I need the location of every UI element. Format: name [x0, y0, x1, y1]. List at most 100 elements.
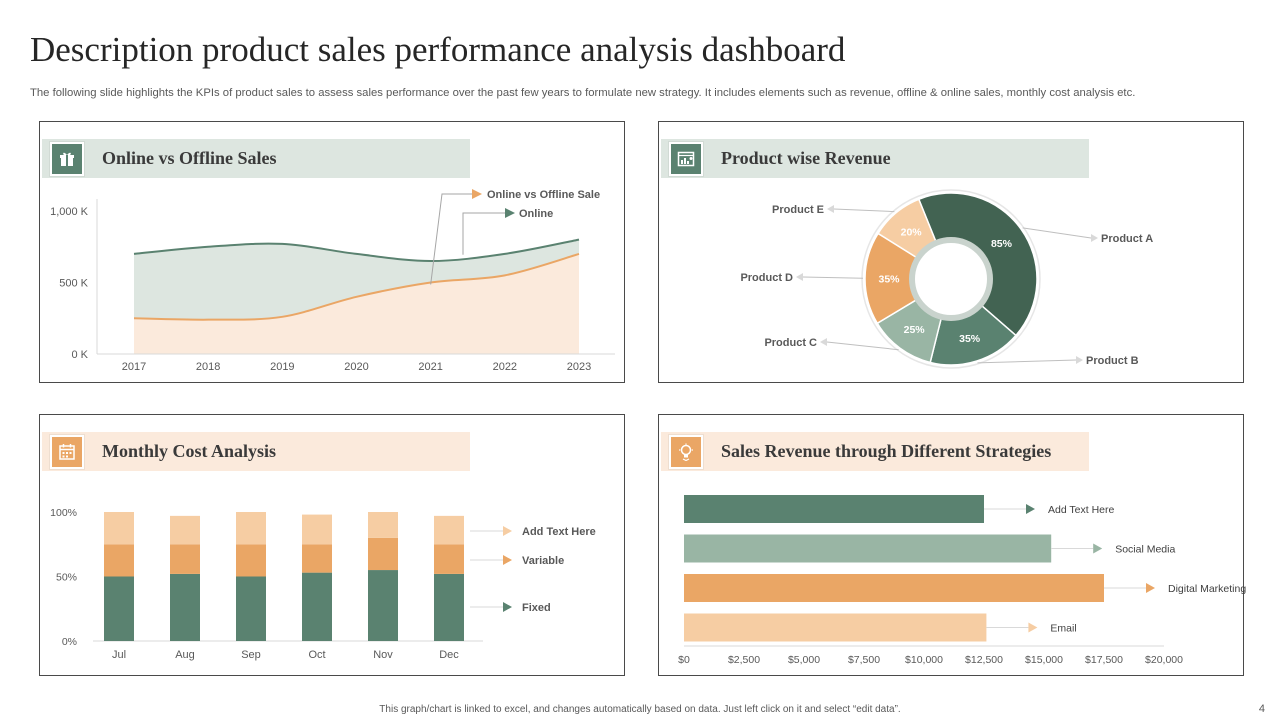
donut-callout-arrow [820, 338, 827, 346]
hbar-category-label: Email [1050, 623, 1076, 635]
online-legend-marker [505, 208, 515, 218]
hbar [684, 574, 1104, 602]
legend-label: Variable [522, 555, 564, 567]
donut-data-label: 35% [878, 273, 900, 285]
hbar-category-label: Digital Marketing [1168, 583, 1246, 595]
donut-data-label: 35% [959, 333, 981, 345]
x-tick-label: 2020 [344, 361, 368, 373]
hbar [684, 613, 987, 642]
panel-title: Sales Revenue through Different Strategi… [721, 441, 1052, 461]
donut-callout-line [1022, 227, 1092, 239]
hbar-callout-arrow [1028, 622, 1038, 633]
x-tick-label: Nov [373, 649, 393, 661]
stacked-bar-segment [368, 537, 398, 571]
stacked-bar-segment [236, 544, 266, 577]
page-title: Description product sales performance an… [30, 30, 846, 69]
online-line [133, 238, 580, 263]
legend-marker [503, 555, 512, 565]
browser-chart-icon [669, 141, 703, 176]
donut-hole [916, 244, 986, 314]
offline-legend-label: Online vs Offline Sale [487, 189, 600, 201]
x-tick-label: $17,500 [1085, 654, 1123, 666]
hbar-category-label: Add Text Here [1048, 504, 1115, 516]
stacked-bar-segment [368, 512, 398, 538]
y-tick-label: 100% [50, 507, 77, 519]
calendar-icon [50, 434, 84, 469]
x-tick-label: $7,500 [848, 654, 880, 666]
x-tick-label: $12,500 [965, 654, 1003, 666]
x-tick-label: Dec [439, 649, 459, 661]
panel-header: Online vs Offline Sales [42, 139, 470, 178]
stacked-bar-segment [302, 544, 332, 573]
x-tick-label: $20,000 [1145, 654, 1183, 666]
y-tick-label: 0% [62, 636, 77, 648]
stacked-bar-segment [302, 514, 332, 545]
x-tick-label: 2023 [567, 361, 591, 373]
donut-outline [861, 189, 1041, 369]
stacked-bar-segment [302, 572, 332, 641]
online-offline-panel: Online vs Offline Sales 0 K 500 K 1,000 K 2… [39, 121, 625, 383]
y-tick-label: 500 K [59, 278, 88, 290]
hbar [684, 534, 1052, 563]
strategies-chart: Add Text Here Social Media Digital Marketi… [678, 495, 1246, 666]
donut-callout-line [802, 276, 864, 279]
page-number: 4 [1258, 703, 1265, 715]
panel-header: Product wise Revenue [661, 139, 1089, 178]
offline-area [134, 253, 579, 354]
donut-category-label: Product D [740, 272, 793, 284]
hbar-callout-arrow [1093, 543, 1103, 554]
donut-category-label: Product B [1086, 355, 1139, 367]
donut-callout-arrow [796, 273, 803, 281]
legend-marker [503, 602, 512, 612]
x-tick-label: 2022 [493, 361, 517, 373]
stacked-bar-segment [236, 512, 266, 545]
y-tick-label: 1,000 K [50, 206, 89, 218]
legend-marker [503, 526, 512, 536]
page-subtitle: The following slide highlights the KPIs … [30, 87, 1136, 99]
donut-callout-line [833, 208, 895, 213]
monthly-cost-chart: 0% 50% 100% Jul Aug Sep Oct Nov Dec Add Text Here… [50, 507, 596, 661]
stacked-bar-segment [434, 515, 464, 545]
stacked-bar-segment [170, 573, 200, 641]
y-tick-label: 50% [56, 572, 77, 584]
product-revenue-chart: 85% 35% 25% 35% 20% Product A Product B Product… [740, 189, 1153, 369]
donut-category-label: Product C [764, 337, 817, 349]
donut-callout-arrow [1091, 234, 1098, 242]
donut-callout-line [977, 359, 1077, 364]
stacked-bar-segment [170, 515, 200, 545]
panel-header: Monthly Cost Analysis [42, 432, 470, 471]
stacked-bar-segment [104, 576, 134, 641]
online-offline-chart: 0 K 500 K 1,000 K 2017 2018 2019 2020 2021 2022 2… [50, 189, 615, 373]
donut-data-label: 20% [901, 227, 923, 239]
x-tick-label: $0 [678, 654, 690, 666]
hbar-callout-arrow [1146, 583, 1155, 593]
online-callout-line [462, 212, 505, 255]
y-tick-label: 0 K [71, 349, 88, 361]
panel-title: Online vs Offline Sales [102, 148, 277, 168]
online-legend-label: Online [519, 208, 553, 220]
x-tick-label: $2,500 [728, 654, 760, 666]
donut-callout-arrow [1076, 356, 1083, 364]
donut-callout-line [826, 341, 899, 351]
donut-data-label: 85% [991, 238, 1013, 250]
donut-category-label: Product A [1101, 233, 1153, 245]
strategy-icon [669, 434, 703, 469]
x-tick-label: $15,000 [1025, 654, 1063, 666]
x-tick-label: 2017 [122, 361, 146, 373]
donut-category-label: Product E [772, 204, 824, 216]
monthly-cost-panel: Monthly Cost Analysis 0% 50% 100% Jul Aug Sep… [39, 414, 625, 676]
x-tick-label: 2021 [418, 361, 442, 373]
footer-note: This graph/chart is linked to excel, and… [379, 704, 901, 715]
stacked-bar-segment [104, 544, 134, 577]
x-tick-label: Jul [112, 649, 126, 661]
x-tick-label: $10,000 [905, 654, 943, 666]
stacked-bar-segment [434, 573, 464, 641]
donut-inner-ring [909, 237, 993, 321]
legend-label: Fixed [522, 602, 551, 614]
legend-label: Add Text Here [522, 526, 596, 538]
product-revenue-panel: Product wise Revenue 85% 35% 25% 35% 20% Prod… [658, 121, 1244, 383]
donut-data-label: 25% [904, 324, 926, 336]
hbar-category-label: Social Media [1115, 544, 1175, 556]
x-tick-label: 2018 [196, 361, 220, 373]
panel-title: Product wise Revenue [721, 148, 891, 168]
